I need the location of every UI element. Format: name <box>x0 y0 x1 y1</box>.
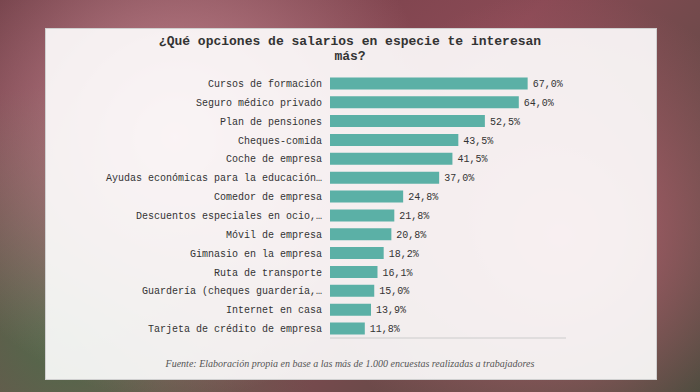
svg-text:Plan de pensiones: Plan de pensiones <box>220 117 322 128</box>
svg-text:52,5%: 52,5% <box>490 117 520 128</box>
svg-text:16,1%: 16,1% <box>382 268 412 279</box>
svg-text:43,5%: 43,5% <box>463 136 493 147</box>
svg-text:21,8%: 21,8% <box>399 211 429 222</box>
svg-text:Gimnasio en la empresa: Gimnasio en la empresa <box>190 249 322 260</box>
svg-text:20,8%: 20,8% <box>396 230 426 241</box>
svg-text:Coche de empresa: Coche de empresa <box>226 154 322 165</box>
svg-text:24,8%: 24,8% <box>408 192 438 203</box>
svg-text:Seguro médico privado: Seguro médico privado <box>196 98 322 109</box>
svg-text:67,0%: 67,0% <box>533 79 563 90</box>
svg-text:Comedor de empresa: Comedor de empresa <box>214 192 322 203</box>
svg-text:13,9%: 13,9% <box>376 305 406 316</box>
svg-text:Guardería (cheques guardería,…: Guardería (cheques guardería,… <box>142 286 322 297</box>
html-text:¿Qué opciones de salarios en e: ¿Qué opciones de salarios en especie te … <box>158 34 542 64</box>
svg-text:64,0%: 64,0% <box>524 98 554 109</box>
svg-text:11,8%: 11,8% <box>370 324 400 335</box>
svg-text:Tarjeta de crédito de empresa: Tarjeta de crédito de empresa <box>148 324 322 335</box>
svg-text:37,0%: 37,0% <box>444 173 474 184</box>
svg-text:Ruta de transporte: Ruta de transporte <box>214 268 322 279</box>
svg-text:Móvil de empresa: Móvil de empresa <box>226 230 322 241</box>
svg-text:Ayudas económicas para la educ: Ayudas económicas para la educación… <box>106 173 322 184</box>
svg-text:Descuentos especiales en ocio,: Descuentos especiales en ocio,… <box>136 211 322 222</box>
svg-text:15,0%: 15,0% <box>379 286 409 297</box>
html-text:Fuente: Elaboración propia en: Fuente: Elaboración propia en base a las… <box>165 358 535 369</box>
svg-text:Cursos de formación: Cursos de formación <box>208 79 322 90</box>
svg-text:Cheques-comida: Cheques-comida <box>238 136 322 147</box>
svg-text:Internet en casa: Internet en casa <box>226 305 322 316</box>
svg-text:18,2%: 18,2% <box>389 249 419 260</box>
svg-text:41,5%: 41,5% <box>457 154 487 165</box>
